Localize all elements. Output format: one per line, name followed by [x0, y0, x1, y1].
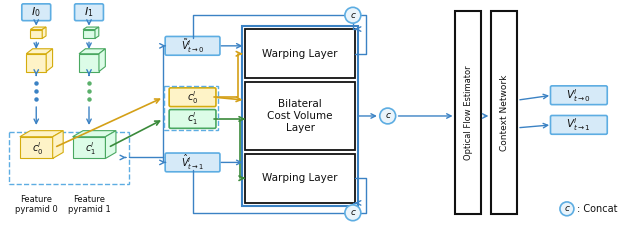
Text: Warping Layer: Warping Layer: [262, 173, 338, 183]
Polygon shape: [79, 54, 99, 71]
Polygon shape: [26, 49, 52, 54]
Text: Optical Flow Estimator: Optical Flow Estimator: [464, 65, 473, 160]
Bar: [243, 26, 358, 206]
Text: $I_0$: $I_0$: [31, 5, 41, 19]
Text: Feature
pyramid 1: Feature pyramid 1: [68, 195, 110, 214]
Polygon shape: [46, 49, 52, 71]
Text: Context Network: Context Network: [500, 74, 509, 151]
Bar: [245, 82, 355, 150]
Text: $V^l_{t\rightarrow 0}$: $V^l_{t\rightarrow 0}$: [566, 87, 591, 104]
Polygon shape: [52, 131, 63, 158]
Text: $c_1^l$: $c_1^l$: [84, 140, 95, 157]
Text: $c_1^l$: $c_1^l$: [187, 111, 198, 127]
FancyBboxPatch shape: [550, 115, 607, 134]
Polygon shape: [83, 30, 95, 38]
FancyBboxPatch shape: [75, 4, 104, 21]
Text: c: c: [350, 208, 355, 217]
Polygon shape: [99, 49, 106, 71]
Text: $I_1$: $I_1$: [84, 5, 94, 19]
Text: Bilateral
Cost Volume
Layer: Bilateral Cost Volume Layer: [268, 99, 333, 133]
Polygon shape: [30, 27, 46, 30]
Circle shape: [560, 202, 574, 216]
Text: Warping Layer: Warping Layer: [262, 49, 338, 59]
Text: $V^l_{t\rightarrow 1}$: $V^l_{t\rightarrow 1}$: [566, 117, 591, 133]
Circle shape: [380, 108, 396, 124]
Polygon shape: [72, 137, 106, 158]
Polygon shape: [26, 54, 46, 71]
FancyBboxPatch shape: [165, 36, 220, 55]
Polygon shape: [30, 30, 42, 38]
Bar: [164, 86, 218, 130]
FancyBboxPatch shape: [169, 88, 216, 106]
Circle shape: [345, 7, 361, 23]
Text: $\tilde{V}^l_{t\rightarrow 0}$: $\tilde{V}^l_{t\rightarrow 0}$: [180, 37, 204, 55]
Text: Feature
pyramid 0: Feature pyramid 0: [15, 195, 58, 214]
Text: $\hat{V}^l_{t\rightarrow 1}$: $\hat{V}^l_{t\rightarrow 1}$: [181, 153, 204, 172]
Text: c: c: [350, 11, 355, 20]
Circle shape: [345, 205, 361, 221]
FancyBboxPatch shape: [165, 153, 220, 172]
Polygon shape: [72, 131, 116, 137]
Text: c: c: [385, 112, 390, 120]
Polygon shape: [106, 131, 116, 158]
Polygon shape: [79, 49, 106, 54]
Text: $c_0^l$: $c_0^l$: [31, 140, 43, 157]
Bar: [10, 132, 129, 184]
FancyBboxPatch shape: [550, 86, 607, 105]
Text: : Concat: : Concat: [577, 204, 618, 214]
Bar: [245, 153, 355, 203]
Text: $c_0^l$: $c_0^l$: [187, 89, 198, 106]
Text: c: c: [564, 204, 570, 213]
FancyBboxPatch shape: [169, 109, 216, 128]
FancyBboxPatch shape: [22, 4, 51, 21]
Bar: [456, 11, 481, 214]
Bar: [245, 29, 355, 79]
Bar: [492, 11, 517, 214]
Polygon shape: [42, 27, 46, 38]
Polygon shape: [20, 137, 52, 158]
Polygon shape: [95, 27, 99, 38]
Polygon shape: [20, 131, 63, 137]
Polygon shape: [83, 27, 99, 30]
